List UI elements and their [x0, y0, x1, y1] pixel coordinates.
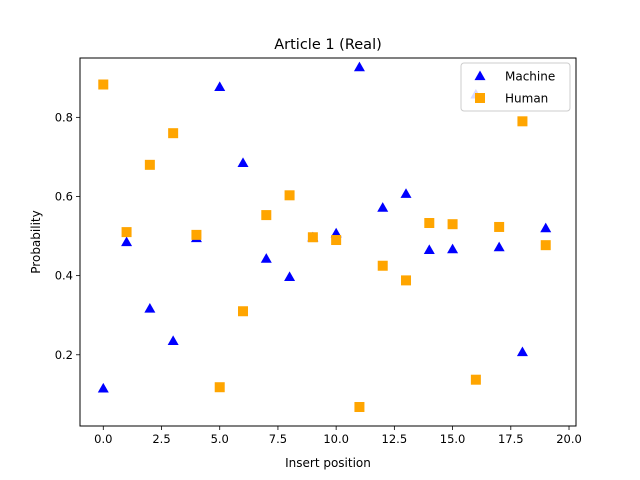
human-point [307, 232, 318, 243]
machine-point [330, 227, 342, 238]
x-tick-label: 2.5 [152, 432, 170, 446]
human-point [540, 240, 551, 251]
human-point [354, 402, 365, 413]
x-tick-label: 10.0 [323, 432, 349, 446]
x-tick-label: 20.0 [556, 432, 582, 446]
human-point [121, 227, 132, 238]
human-point [401, 275, 412, 286]
x-tick-label: 7.5 [269, 432, 287, 446]
y-tick-label: 0.2 [55, 348, 73, 362]
legend: Machine Human [460, 62, 571, 112]
human-point [98, 79, 109, 90]
human-point [261, 210, 272, 221]
machine-point [493, 241, 505, 252]
y-tick-label: 0.8 [55, 110, 73, 124]
machine-point [167, 335, 179, 346]
x-axis-label: Insert position [285, 456, 371, 470]
human-point [470, 374, 481, 385]
plot-frame [79, 57, 577, 427]
human-point [494, 221, 505, 232]
machine-point [377, 202, 389, 212]
machine-point [144, 302, 156, 313]
human-point [331, 235, 342, 246]
human-point [168, 128, 179, 139]
y-tick-label: 0.4 [55, 269, 73, 283]
y-axis-label: Probability [29, 210, 43, 273]
machine-point [260, 253, 272, 263]
human-point [377, 260, 388, 271]
human-point [517, 116, 528, 127]
human-point [447, 219, 458, 230]
machine-point [423, 244, 435, 255]
x-tick-label: 5.0 [211, 432, 229, 446]
machine-point [447, 243, 459, 254]
machine-point [353, 61, 365, 72]
legend-label: Machine [505, 70, 555, 84]
human-legend-marker [475, 93, 485, 103]
x-tick-label: 12.5 [382, 432, 408, 446]
machine-point [97, 382, 109, 393]
machine-point [540, 222, 552, 233]
human-point [424, 218, 435, 229]
machine-point [516, 346, 528, 357]
x-tick-label: 17.5 [498, 432, 524, 446]
human-point [191, 229, 202, 240]
x-tick-label: 15.0 [440, 432, 466, 446]
machine-legend-marker [474, 70, 486, 81]
machine-point [214, 81, 226, 92]
y-tick-label: 0.6 [55, 189, 73, 203]
machine-point [237, 157, 249, 167]
human-point [214, 382, 225, 393]
axis-ticks: 0.0 2.5 5.0 7.5 10.0 12.5 15.0 17.5 20.0 0.2 0.4 0.… [55, 110, 582, 446]
machine-point [284, 271, 296, 281]
human-point [144, 159, 155, 170]
machine-point [400, 188, 412, 198]
human-point [284, 190, 295, 201]
human-point [238, 306, 249, 317]
x-tick-label: 0.0 [94, 432, 112, 446]
chart-title: Article 1 (Real) [274, 37, 382, 53]
legend-box [460, 62, 571, 112]
legend-label: Human [505, 92, 548, 106]
machine-point [121, 236, 133, 247]
data-points [97, 61, 552, 413]
